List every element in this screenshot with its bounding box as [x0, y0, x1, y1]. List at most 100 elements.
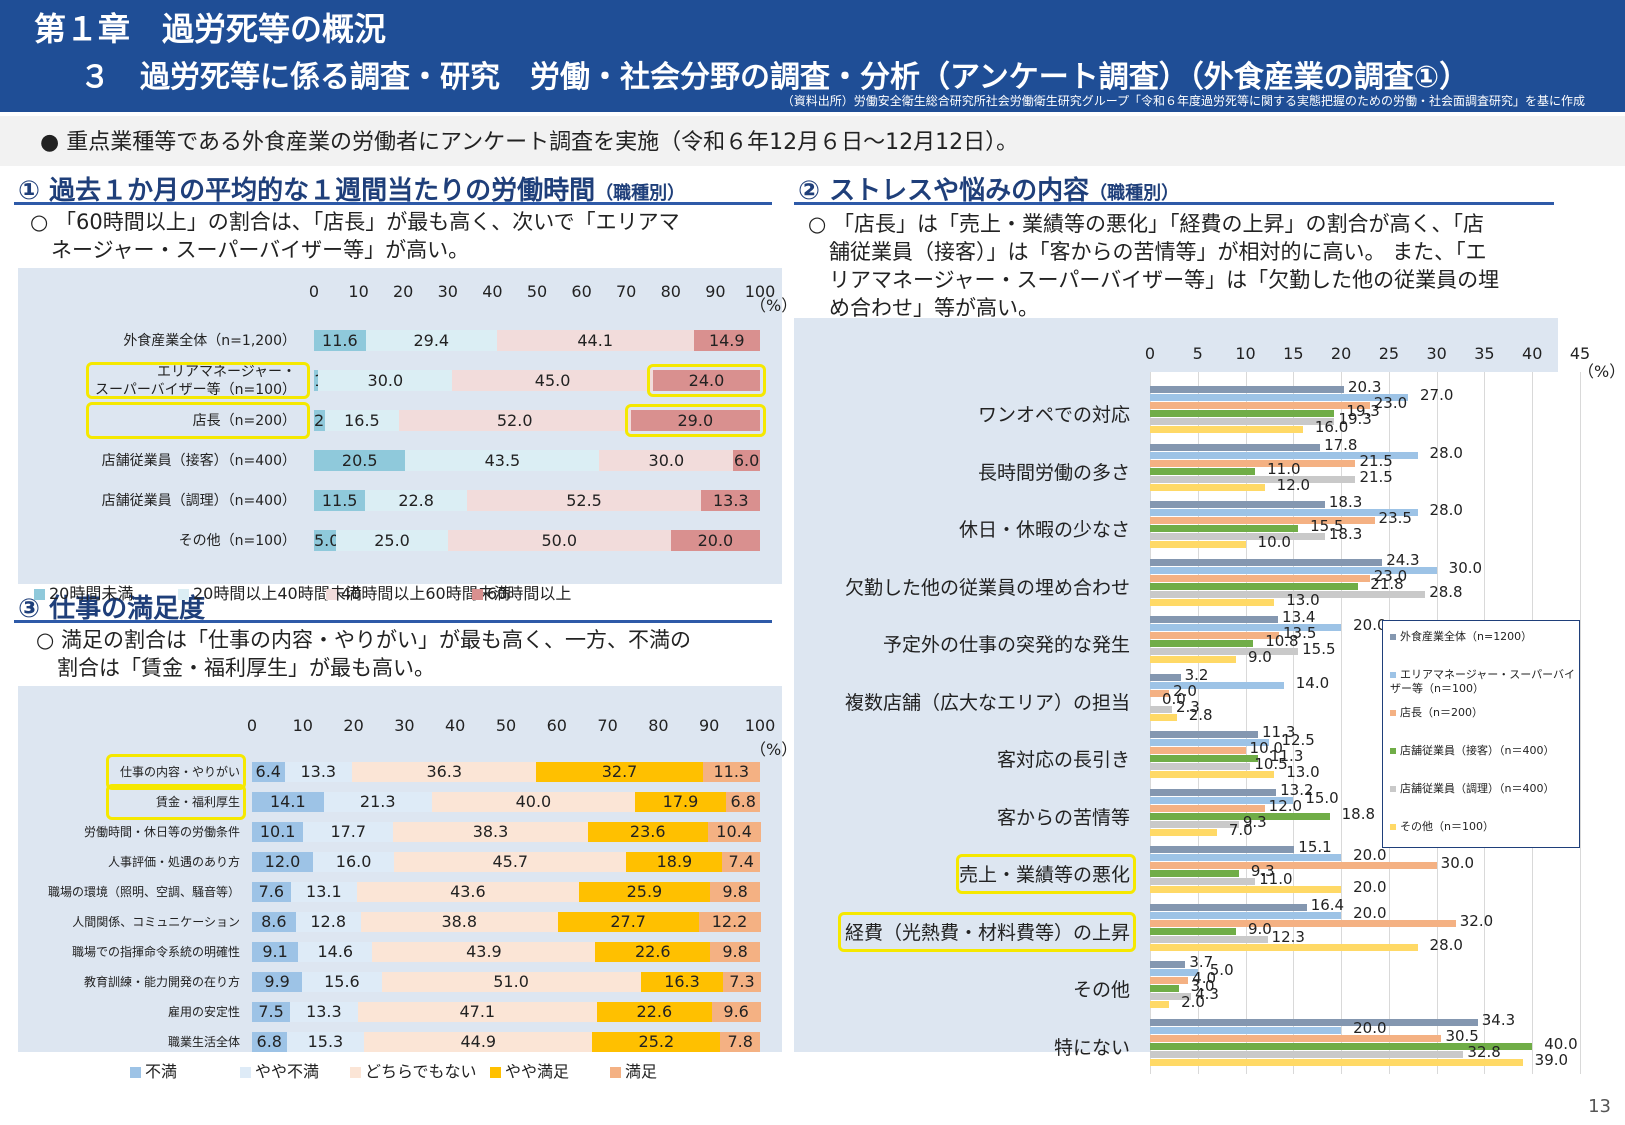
bar	[1150, 771, 1275, 778]
bar-segment: 22.6	[595, 942, 711, 962]
section1-title: ① 過去１か月の平均的な１週間当たりの労働時間（職種別）	[18, 170, 685, 207]
axis-tick-label: 35	[1474, 344, 1495, 363]
legend-label: 外食産業全体（n=1200）	[1400, 630, 1533, 643]
bar	[1150, 426, 1303, 433]
category-label: 特にない	[1053, 1036, 1130, 1059]
data-label: 32.8	[1467, 1042, 1501, 1061]
bar	[1150, 517, 1375, 524]
bar	[1150, 820, 1239, 828]
data-label: 23.5	[1378, 509, 1412, 527]
legend-label: エリアマネージャー・スーパーバイザー等（n＝100）	[1390, 668, 1576, 695]
bar-segment: 22.8	[365, 490, 467, 511]
data-label: 40.0	[1544, 1034, 1578, 1053]
bar-segment: 22.6	[596, 1002, 712, 1022]
data-label: 28.0	[1429, 935, 1463, 954]
category-label: 経費（光熱費・材料費等）の上昇	[844, 921, 1130, 944]
legend-label: どちらでもない	[365, 1062, 477, 1081]
bar-segment: 24.0	[652, 370, 760, 391]
bar	[1150, 763, 1251, 770]
summary-text: ● 重点業種等である外食産業の労働者にアンケート調査を実施（令和６年12月６日～…	[40, 130, 1019, 155]
data-label: 2.0	[1173, 681, 1197, 700]
category-label: 長時間労働の多さ	[977, 461, 1130, 484]
data-label: 30.5	[1445, 1026, 1479, 1045]
data-label: 9.3	[1242, 812, 1267, 831]
bar-segment: 14.1	[252, 792, 324, 812]
legend-item: 店舗従業員（調理）（n＝400）	[1390, 782, 1576, 796]
bar	[1150, 386, 1344, 393]
data-label: 10.0	[1257, 533, 1291, 551]
legend-label: やや満足	[505, 1062, 570, 1081]
legend-item: 20時間以上40時間未満	[178, 580, 362, 604]
axis-unit-label: （%）	[750, 296, 798, 315]
legend-item: 不満	[130, 1058, 177, 1082]
bar-segment: 25.0	[336, 530, 448, 551]
axis-tick-label: 30	[1426, 344, 1447, 363]
section2-rule	[794, 202, 1554, 205]
legend-item: やや不満	[240, 1058, 319, 1082]
bar	[1150, 598, 1275, 606]
data-label: 39.0	[1534, 1050, 1569, 1069]
category-label: 職場の環境（照明、空調、騒音等）	[20, 883, 240, 901]
section2-title: ② ストレスや悩みの内容（職種別）	[798, 170, 1179, 207]
data-label: 20.0	[1353, 616, 1387, 634]
bar-segment: 6.8	[252, 1032, 287, 1052]
highlight-box	[86, 362, 310, 399]
axis-tick-label: 70	[616, 282, 637, 301]
legend-item: その他（n＝100）	[1390, 820, 1576, 834]
axis-tick-label: 70	[597, 716, 618, 735]
axis-tick-label: 25	[1378, 344, 1400, 363]
bar	[1150, 705, 1172, 713]
bar-segment: 21.3	[323, 792, 432, 812]
bar	[1150, 410, 1335, 417]
section2-note-line: め合わせ」等が高い。	[808, 296, 1039, 320]
bar	[1150, 969, 1198, 976]
bar-segment: 2.5	[314, 410, 339, 431]
bar-segment: 16.3	[640, 972, 724, 992]
bar	[1150, 943, 1418, 951]
bar	[1150, 624, 1342, 631]
bar-segment: 17.9	[635, 792, 726, 812]
bar	[1150, 558, 1383, 566]
legend-swatch	[350, 1067, 361, 1078]
legend-swatch	[240, 1067, 251, 1078]
section2-note: ○ 「店長」は「売上・業績等の悪化」「経費の上昇」の割合が高く、「店 舗従業員（…	[808, 210, 1499, 322]
data-label: 10.5	[1254, 755, 1288, 773]
bar-segment: 23.6	[587, 822, 708, 842]
bar	[1150, 418, 1335, 425]
category-label-line: 職場での指揮命令系統の明確性	[71, 945, 240, 959]
data-label: 32.0	[1459, 911, 1494, 930]
bar-segment: 8.6	[252, 912, 296, 932]
legend-swatch	[472, 589, 483, 600]
bar-segment: 5.0	[314, 530, 340, 551]
category-label: 休日・休暇の少なさ	[958, 519, 1130, 541]
category-label: 人事評価・処遇のあり方	[20, 853, 240, 871]
category-label: その他	[1072, 979, 1130, 1001]
bar	[1150, 804, 1265, 812]
data-label: 28.0	[1429, 501, 1463, 519]
bar	[1150, 501, 1325, 508]
axis-tick-label: 80	[660, 282, 681, 301]
bar	[1150, 590, 1426, 598]
bar-segment: 9.6	[711, 1002, 761, 1022]
data-label: 21.5	[1359, 467, 1393, 486]
bar	[1150, 616, 1279, 623]
gridline	[1150, 372, 1151, 1074]
legend-box	[1382, 620, 1580, 848]
bar	[1150, 985, 1179, 992]
category-label-line: その他（n=100）	[178, 532, 296, 549]
data-label: 16.4	[1310, 895, 1345, 914]
data-label: 19.3	[1346, 402, 1380, 420]
category-label-line: 賃金・福利厚生	[155, 795, 240, 809]
bar-segment: 7.8	[720, 1032, 760, 1052]
axis-tick-label: 40	[445, 716, 466, 735]
legend-swatch	[1390, 672, 1396, 678]
legend-swatch	[1390, 710, 1396, 716]
axis-tick-label: 60	[546, 716, 567, 735]
bar	[1150, 862, 1437, 869]
legend-item: 60時間以上	[472, 580, 571, 604]
axis-tick-label: 30	[437, 282, 458, 301]
bar	[1150, 566, 1437, 574]
bar-segment: 43.9	[372, 942, 596, 962]
bar	[1150, 475, 1356, 483]
bar	[1150, 878, 1256, 885]
